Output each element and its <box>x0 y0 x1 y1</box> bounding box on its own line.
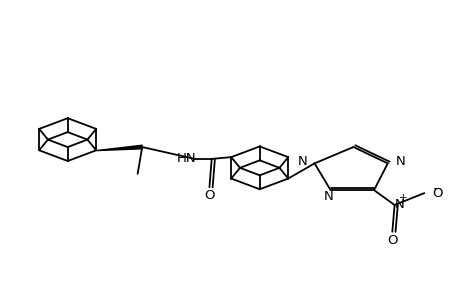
Text: N: N <box>393 199 403 212</box>
Text: N: N <box>323 190 332 202</box>
Polygon shape <box>96 145 142 151</box>
Text: −: − <box>432 184 441 194</box>
Text: O: O <box>386 234 397 247</box>
Text: HN: HN <box>176 152 196 165</box>
Text: O: O <box>431 187 442 200</box>
Text: +: + <box>398 194 407 203</box>
Text: N: N <box>297 155 307 168</box>
Text: O: O <box>204 189 214 202</box>
Text: N: N <box>395 155 405 168</box>
